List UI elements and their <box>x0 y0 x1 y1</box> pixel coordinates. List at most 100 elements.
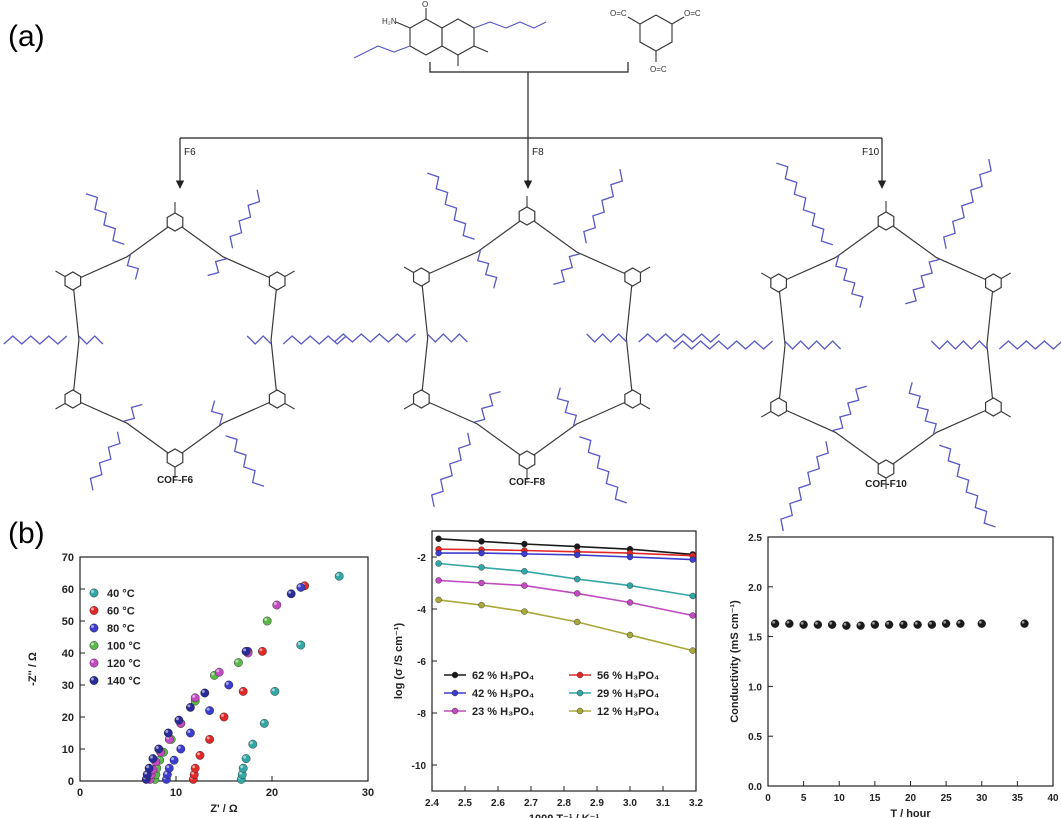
data-point-highlight <box>144 771 148 775</box>
legend-label: 140 °C <box>107 676 141 688</box>
x-tick-label: 2.5 <box>458 798 472 809</box>
benzene-node <box>518 450 536 470</box>
data-point-highlight <box>150 755 153 759</box>
fluoroalkyl-chain <box>942 158 992 249</box>
data-point <box>241 754 251 763</box>
imine-linkage <box>420 276 429 400</box>
data-point <box>238 687 248 696</box>
data-point-highlight <box>240 765 244 769</box>
y-tick-label: 10 <box>62 744 74 756</box>
fluoroalkyl-chain <box>225 435 265 487</box>
benzene-node <box>877 211 895 231</box>
data-point <box>435 535 442 542</box>
legend-marker-highlight <box>91 625 94 629</box>
series-line <box>438 562 693 597</box>
fluoroalkyl-chain <box>673 340 774 350</box>
data-point <box>856 621 865 630</box>
fluoroalkyl-chain <box>229 189 261 249</box>
data-point <box>941 619 951 628</box>
data-point-highlight <box>221 714 224 718</box>
data-point <box>190 693 200 703</box>
data-point <box>176 744 186 754</box>
fluoroalkyl-chain-inner <box>784 340 842 350</box>
imine-linkage <box>885 220 994 284</box>
reaction-scheme-connector <box>180 62 882 139</box>
data-point <box>174 715 184 725</box>
data-point <box>163 728 173 738</box>
imine-linkage <box>526 398 633 461</box>
chart-arrhenius: 2.4 2.5 2.6 2.7 2.8 2.9 3.0 3.1 3.2 -10 -8 -6 -4 -2 10… <box>393 530 703 818</box>
fluoroalkyl-chain-inner <box>831 385 867 432</box>
data-point <box>435 577 442 584</box>
framework-bond <box>403 403 414 410</box>
legend-marker <box>576 689 584 697</box>
data-point-highlight <box>943 620 947 624</box>
y-tick-label: 0 <box>68 776 74 788</box>
y-axis-label: -Z'' / Ω <box>27 652 39 686</box>
data-point <box>813 620 823 629</box>
data-point-highlight <box>177 746 181 750</box>
cof-name-f8: COF-F8 <box>509 477 546 488</box>
data-point-highlight <box>800 621 804 625</box>
fluoroalkyl-chain <box>333 333 416 343</box>
data-point <box>842 621 851 630</box>
x-axis-label: T / hour <box>890 808 931 818</box>
data-point <box>574 590 581 597</box>
fluoroalkyl-chain <box>579 436 627 504</box>
data-point <box>205 735 215 744</box>
data-point <box>259 719 269 728</box>
data-point-highlight <box>201 690 205 694</box>
y-tick-label: 60 <box>62 584 74 596</box>
data-point <box>478 579 485 587</box>
data-point <box>224 680 234 690</box>
data-point <box>521 608 528 615</box>
data-point-highlight <box>900 621 904 625</box>
data-point <box>574 551 581 559</box>
data-point-highlight <box>1021 620 1025 624</box>
imine-linkage <box>778 406 887 470</box>
x-tick-label: 0 <box>77 787 83 799</box>
imine-linkage <box>72 221 176 282</box>
benzene-node <box>412 389 430 409</box>
plot-frame <box>767 536 1054 787</box>
data-point <box>521 582 528 589</box>
data-point <box>262 616 272 626</box>
data-point-highlight <box>235 659 239 663</box>
legend-marker <box>576 671 584 679</box>
legend-label: 60 °C <box>107 606 135 618</box>
data-point-highlight <box>187 730 191 734</box>
branch-label-f6: F6 <box>184 147 196 158</box>
framework-bond <box>640 403 651 410</box>
data-point <box>286 589 296 599</box>
imine-linkage <box>421 398 528 461</box>
cof-name-f6: COF-F6 <box>157 475 194 486</box>
fluoroalkyl-chain <box>939 444 996 528</box>
fluoroalkyl-chain <box>998 340 1061 350</box>
y-tick-label: 0.0 <box>748 782 762 793</box>
legend-label: 12 % H₃PO₄ <box>597 706 659 718</box>
chart-nyquist: 0 10 20 30 0 10 20 30 40 50 60 70 Z' / Ω -Z'' / Ω 40 °… <box>27 552 374 815</box>
panel-a: (a) O H₂N O=C O=C O=C <box>3 0 1061 532</box>
data-point <box>219 712 229 722</box>
data-point <box>233 658 243 667</box>
data-point-highlight <box>171 757 175 761</box>
fluoroalkyl-chain-inner <box>908 382 937 435</box>
legend-marker <box>451 707 459 715</box>
framework-bond <box>1000 272 1011 279</box>
data-point-highlight <box>192 765 196 769</box>
fluoroalkyl-chain-inner <box>835 255 864 308</box>
y-tick-label: 2.0 <box>748 583 762 594</box>
legend-marker <box>89 658 99 668</box>
data-point <box>977 619 986 628</box>
data-point-highlight <box>957 620 961 624</box>
data-point-highlight <box>297 584 301 588</box>
x-tick-label: 30 <box>362 787 374 799</box>
data-point <box>272 600 282 610</box>
data-point <box>200 688 210 698</box>
data-point <box>689 612 696 619</box>
framework-bond <box>55 270 66 277</box>
framework-bond <box>55 403 66 410</box>
data-point <box>478 564 485 571</box>
data-point-highlight <box>175 717 179 721</box>
y-axis-label: log (σ /S cm⁻¹) <box>393 623 405 700</box>
